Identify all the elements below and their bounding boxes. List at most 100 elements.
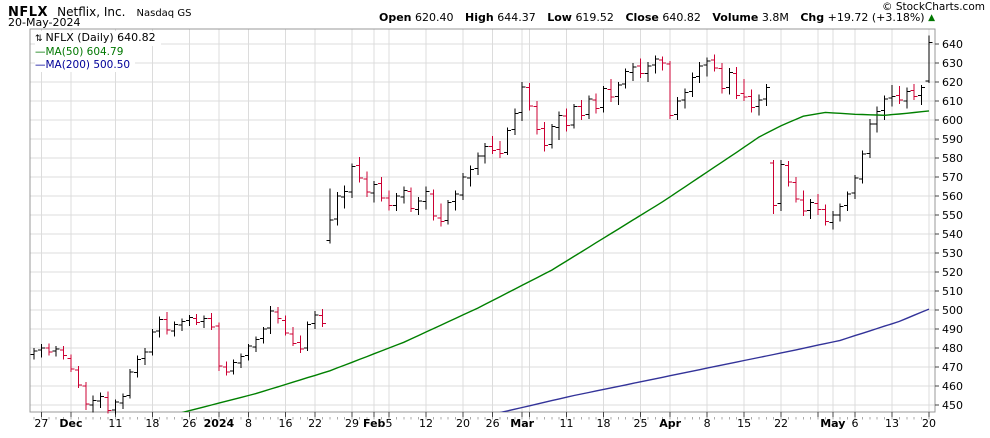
- price-bar: [755, 94, 763, 116]
- price-bar: [681, 88, 689, 109]
- price-bar: [267, 306, 275, 334]
- price-bar: [37, 344, 45, 358]
- chg-label: Chg: [800, 11, 825, 24]
- low-value: 619.52: [575, 11, 614, 24]
- price-bar: [60, 346, 68, 360]
- price-bar: [518, 82, 526, 121]
- y-axis-label: 620: [942, 76, 963, 89]
- price-bar: [577, 100, 585, 120]
- chart-date: 20-May-2024: [8, 16, 81, 29]
- price-bar: [614, 82, 622, 105]
- y-axis-label: 520: [942, 266, 963, 279]
- x-axis-label: Apr: [659, 417, 681, 430]
- price-bar: [725, 67, 733, 95]
- close-value: 640.82: [662, 11, 701, 24]
- price-bar: [866, 119, 874, 158]
- price-bar: [444, 199, 452, 225]
- price-bar: [555, 111, 563, 140]
- price-bar: [111, 399, 119, 415]
- price-bar: [208, 312, 216, 330]
- price-bar: [252, 336, 260, 352]
- price-bar: [807, 198, 815, 219]
- price-bar: [215, 322, 223, 371]
- price-bar: [829, 211, 837, 230]
- y-axis-label: 540: [942, 228, 963, 241]
- price-bar: [341, 185, 349, 209]
- x-axis-label: 13: [885, 417, 899, 430]
- price-bar: [747, 89, 755, 113]
- price-bar: [718, 63, 726, 94]
- y-axis-label: 490: [942, 323, 963, 336]
- low-label: Low: [547, 11, 572, 24]
- y-axis-label: 560: [942, 190, 963, 203]
- price-bar: [851, 175, 859, 199]
- price-bar: [466, 165, 474, 187]
- price-bar: [400, 186, 408, 204]
- price-bar: [311, 310, 319, 329]
- x-axis-label: Dec: [59, 417, 82, 430]
- ohlc-bars: [30, 35, 933, 415]
- x-axis-label: 26: [486, 417, 500, 430]
- price-bar: [895, 85, 903, 104]
- y-axis-label: 530: [942, 247, 963, 260]
- y-axis-label: 590: [942, 133, 963, 146]
- x-axis-label: 18: [597, 417, 611, 430]
- y-axis-label: 600: [942, 114, 963, 127]
- price-bar: [836, 203, 844, 222]
- price-bar: [903, 87, 911, 109]
- price-bar: [629, 63, 637, 82]
- price-bar: [526, 82, 534, 111]
- x-major-ticks: [40, 412, 930, 417]
- change-up-arrow-icon: ▲: [928, 13, 935, 23]
- price-bar: [185, 314, 193, 327]
- price-bar: [821, 204, 829, 226]
- price-bar: [392, 193, 400, 212]
- y-axis-label: 640: [942, 38, 963, 51]
- x-axis-label: 22: [774, 417, 788, 430]
- price-bar: [355, 157, 363, 183]
- price-bar: [784, 160, 792, 187]
- y-axis-label: 550: [942, 209, 963, 222]
- price-bar: [163, 311, 171, 335]
- price-bar: [296, 335, 304, 353]
- price-bar: [858, 150, 866, 184]
- price-bar: [281, 315, 289, 336]
- price-bar: [237, 353, 245, 368]
- price-bar: [666, 61, 674, 120]
- price-bar: [378, 177, 386, 202]
- price-bar: [333, 192, 341, 226]
- x-axis-label: 29: [345, 417, 359, 430]
- y-axis-label: 450: [942, 399, 963, 412]
- price-bar: [407, 187, 415, 213]
- price-bar: [304, 321, 312, 351]
- x-axis-label: 5: [386, 417, 393, 430]
- price-bar: [274, 307, 282, 324]
- price-bar: [437, 203, 445, 227]
- y-axis-labels: 450 460 470 480 490 500 510 520 530 540 550 560 570 5…: [935, 38, 963, 412]
- price-bar: [104, 391, 112, 414]
- x-minor-ticks: [33, 417, 930, 420]
- price-bar: [585, 95, 593, 120]
- price-bar: [119, 393, 127, 409]
- x-axis-label: 8: [704, 417, 711, 430]
- price-bar: [637, 58, 645, 79]
- price-bar: [82, 382, 90, 410]
- price-bar: [888, 84, 896, 107]
- price-bar: [696, 62, 704, 83]
- price-bar: [703, 57, 711, 77]
- price-bar: [600, 85, 608, 113]
- x-axis-label: 8: [245, 417, 252, 430]
- price-bar: [30, 348, 38, 360]
- price-bar: [74, 366, 82, 388]
- price-bar: [148, 329, 156, 356]
- y-axis-label: 570: [942, 171, 963, 184]
- open-label: Open: [378, 11, 412, 24]
- price-bar: [97, 392, 105, 408]
- x-axis-label: 12: [419, 417, 433, 430]
- price-bar: [422, 186, 430, 210]
- price-bar: [200, 315, 208, 329]
- price-bar: [674, 97, 682, 120]
- x-axis-label: 6: [852, 417, 859, 430]
- price-bar: [762, 83, 770, 106]
